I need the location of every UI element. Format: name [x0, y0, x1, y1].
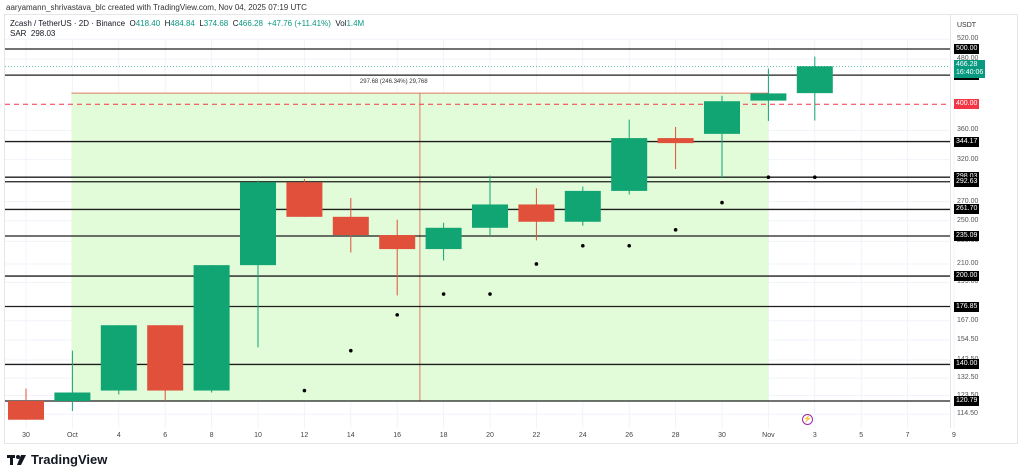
- low-value: 374.68: [203, 19, 229, 28]
- time-tick-label: 5: [859, 432, 864, 439]
- last-price-tag: 466.28 16:40:06: [954, 60, 986, 79]
- candle-body: [100, 325, 137, 391]
- open-value: 418.40: [135, 19, 161, 28]
- price-tick-label: 320.00: [957, 155, 979, 163]
- price-tick-label: 167.00: [957, 316, 979, 324]
- sar-value: 298.03: [30, 29, 56, 38]
- price-tick-label: 210.00: [957, 259, 979, 267]
- candle-body: [796, 66, 833, 94]
- price-tick-label: 270.00: [957, 197, 979, 205]
- sar-dot: [395, 313, 400, 317]
- level-price-tag: 120.79: [954, 396, 980, 406]
- level-price-tag: 200.00: [954, 271, 980, 282]
- time-tick-label: 10: [254, 432, 262, 439]
- tradingview-logo-icon: [7, 454, 26, 465]
- change-value: +47.76 (+11.41%): [267, 19, 331, 28]
- sar-dot: [302, 388, 307, 393]
- bar-countdown: 16:40:06: [956, 69, 984, 77]
- candle-body: [564, 190, 601, 222]
- level-price-tag: 140.00: [954, 359, 980, 370]
- time-tick-label: 4: [116, 432, 121, 439]
- sar-dot: [349, 348, 353, 353]
- candle-body: [286, 182, 323, 217]
- time-tick-label: 16: [393, 432, 402, 439]
- candle-body: [704, 101, 740, 134]
- credit-line: aaryamann_shrivastava_blc created with T…: [6, 3, 307, 12]
- event-bolt-icon[interactable]: ⚡: [802, 414, 813, 425]
- candle-body: [657, 138, 694, 144]
- candle-body: [54, 392, 91, 401]
- sar-dot: [766, 175, 771, 180]
- candle-body: [332, 216, 369, 236]
- time-tick-label: 26: [625, 432, 634, 439]
- time-tick-label: 24: [578, 432, 587, 439]
- sar-dot: [441, 292, 446, 296]
- last-price-value: 466.28: [956, 61, 978, 69]
- candle-body: [193, 265, 230, 391]
- time-tick-label: 18: [439, 432, 448, 439]
- time-tick-label: Oct: [66, 432, 78, 439]
- symbol-legend: Zcash / TetherUS · 2D · Binance O418.40 …: [10, 19, 365, 38]
- sar-dot: [673, 228, 678, 232]
- high-value: 484.84: [170, 19, 195, 28]
- time-tick-label: 14: [346, 432, 355, 439]
- price-tick-label: 123.50: [957, 391, 979, 399]
- chart-frame: [4, 14, 1018, 444]
- price-tick-label: 520.00: [957, 35, 979, 43]
- currency-label[interactable]: USDT: [957, 22, 977, 29]
- level-price-tag: 500.00: [954, 44, 980, 54]
- level-price-tag: 235.09: [954, 230, 980, 241]
- dashed-level-tag: 400.00: [954, 99, 980, 110]
- price-tick-label: 154.50: [957, 336, 979, 343]
- price-tick-label: 195.00: [957, 278, 979, 286]
- candle-body: [518, 204, 555, 222]
- time-tick-label: 3: [812, 432, 817, 439]
- candle-body: [750, 93, 787, 101]
- price-axis[interactable]: [950, 14, 1017, 428]
- sar-dot: [813, 175, 817, 180]
- candle-body: [147, 325, 184, 391]
- candle-body: [425, 227, 462, 250]
- close-value: 466.28: [238, 19, 263, 28]
- level-price-tag: 292.63: [954, 176, 980, 187]
- level-price-tag: 176.85: [954, 301, 980, 312]
- sar-legend[interactable]: SAR 298.03: [10, 29, 56, 38]
- candle-body: [240, 182, 276, 266]
- measure-label: 297.68 (246.34%) 29,768: [359, 79, 428, 86]
- time-tick-label: 7: [905, 432, 910, 439]
- time-tick-label: 12: [300, 432, 309, 439]
- candle-body: [8, 400, 44, 420]
- candle-body: [611, 138, 648, 191]
- candle-body: [379, 235, 416, 250]
- time-tick-label: 9: [952, 432, 956, 439]
- time-tick-label: 20: [486, 432, 494, 439]
- brand-name: TradingView: [31, 452, 108, 467]
- tradingview-logo: TradingView: [7, 452, 107, 467]
- level-price-tag: 344.17: [954, 136, 980, 147]
- candle-body: [472, 204, 508, 228]
- price-tick-label: 114.50: [957, 410, 978, 418]
- time-tick-label: 8: [209, 432, 214, 439]
- level-price-tag: 261.70: [954, 204, 980, 215]
- volume-value: 1.4M: [346, 19, 365, 28]
- time-tick-label: 30: [22, 432, 30, 439]
- sar-dot: [534, 262, 539, 266]
- sar-dot: [581, 243, 585, 248]
- time-tick-label: 6: [163, 432, 168, 439]
- time-tick-label: 28: [671, 432, 680, 439]
- price-tick-label: 250.00: [957, 216, 979, 224]
- time-tick-label: 30: [718, 432, 726, 439]
- price-tick-label: 360.00: [957, 126, 979, 134]
- symbol-name[interactable]: Zcash / TetherUS · 2D · Binance: [10, 19, 126, 28]
- price-tick-label: 480.00: [957, 55, 979, 63]
- time-tick-label: Nov: [762, 432, 775, 439]
- time-tick-label: 22: [532, 432, 541, 439]
- sar-dot: [720, 200, 724, 205]
- sar-dot: [488, 292, 492, 296]
- price-tick-label: 132.50: [957, 374, 979, 382]
- sar-dot: [627, 243, 631, 248]
